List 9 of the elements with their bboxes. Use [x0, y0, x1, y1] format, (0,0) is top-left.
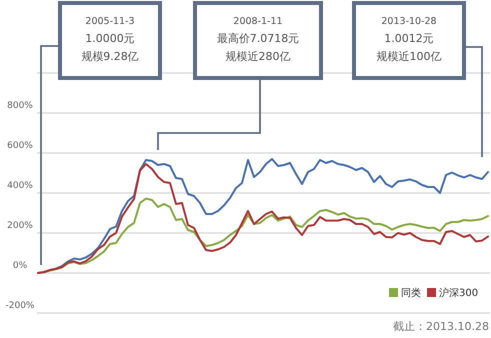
y-tick-label: 400%: [7, 181, 34, 191]
text: 截止：2013.10.28: [393, 320, 489, 333]
legend-label: 同类: [401, 287, 421, 299]
legend-label: 沪深300: [439, 287, 478, 299]
y-tick-label: 200%: [7, 221, 34, 231]
y-tick-label: 800%: [7, 101, 34, 111]
y-tick-label: 0%: [12, 261, 28, 271]
y-tick-label: 600%: [7, 141, 34, 151]
y-tick-label: -200%: [6, 301, 35, 311]
